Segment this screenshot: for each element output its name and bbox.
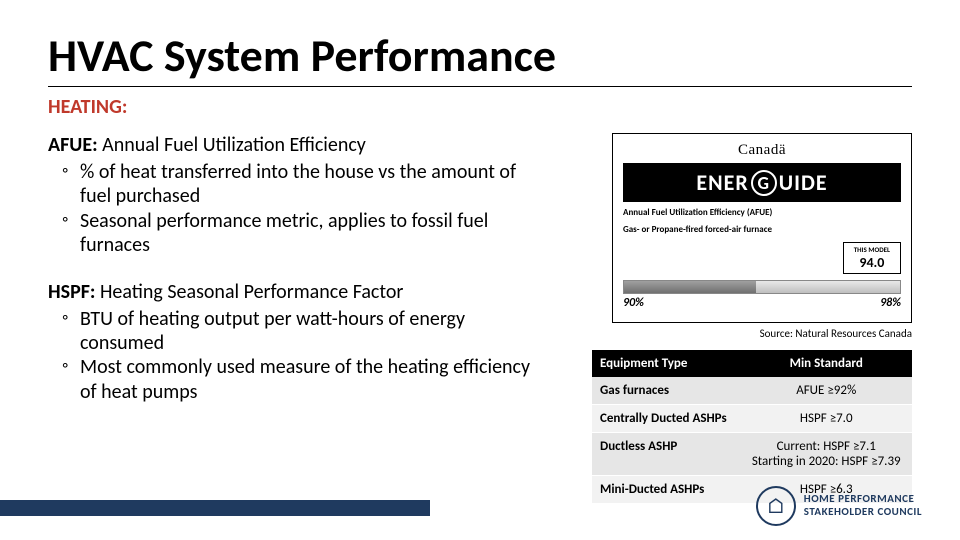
- source-text: Source: Natural Resources Canada: [612, 327, 912, 340]
- energuide-logo-right: UIDE: [779, 169, 828, 196]
- energuide-model-value: 94.0: [854, 254, 890, 271]
- footer-bar: [0, 500, 430, 516]
- afue-term-line: AFUE: Annual Fuel Utilization Efficiency: [48, 133, 548, 158]
- footer-logo-icon: ⌂: [756, 486, 796, 526]
- list-item: Seasonal performance metric, applies to …: [48, 209, 548, 258]
- table-cell: Centrally Ducted ASHPs: [592, 404, 740, 432]
- energuide-logo-g-icon: G: [751, 170, 777, 196]
- energuide-canada: Canadä: [623, 142, 901, 159]
- energuide-scale-labels: 90% 98%: [623, 296, 901, 310]
- hspf-block: HSPF: Heating Seasonal Performance Facto…: [48, 280, 548, 405]
- energuide-sub2: Gas- or Propane-fired forced-air furnace: [623, 225, 901, 236]
- left-column: AFUE: Annual Fuel Utilization Efficiency…: [48, 133, 548, 504]
- table-cell: Ductless ASHP: [592, 432, 740, 475]
- table-cell: HSPF ≥7.0: [740, 404, 912, 432]
- afue-def: Annual Fuel Utilization Efficiency: [102, 133, 366, 157]
- list-item: % of heat transferred into the house vs …: [48, 160, 548, 209]
- afue-block: AFUE: Annual Fuel Utilization Efficiency…: [48, 133, 548, 258]
- table-header-equipment: Equipment Type: [592, 350, 740, 377]
- energuide-scale-low: 90%: [623, 296, 644, 310]
- table-cell: Mini-Ducted ASHPs: [592, 475, 740, 503]
- hspf-term: HSPF:: [48, 280, 95, 304]
- afue-term: AFUE:: [48, 133, 98, 157]
- energuide-model-label: THIS MODEL: [854, 245, 890, 254]
- table-header-standard: Min Standard: [740, 350, 912, 377]
- energuide-sub1: Annual Fuel Utilization Efficiency (AFUE…: [623, 208, 901, 219]
- page-title: HVAC System Performance: [48, 28, 912, 87]
- footer-logo-text: HOME PERFORMANCE STAKEHOLDER COUNCIL: [804, 493, 922, 518]
- hspf-def: Heating Seasonal Performance Factor: [100, 280, 403, 304]
- list-item: Most commonly used measure of the heatin…: [48, 355, 548, 404]
- table-cell: Gas furnaces: [592, 377, 740, 405]
- list-item: BTU of heating output per watt-hours of …: [48, 307, 548, 356]
- energuide-scale-indicator: [624, 281, 756, 293]
- energuide-logo: ENER G UIDE: [623, 163, 901, 202]
- energuide-label: Canadä ENER G UIDE Annual Fuel Utilizati…: [612, 133, 912, 323]
- afue-bullets: % of heat transferred into the house vs …: [48, 160, 548, 258]
- table-cell: Current: HSPF ≥7.1 Starting in 2020: HSP…: [740, 432, 912, 475]
- min-standard-table: Equipment Type Min Standard Gas furnaces…: [592, 350, 912, 504]
- table-cell: AFUE ≥92%: [740, 377, 912, 405]
- energuide-logo-left: ENER: [696, 169, 748, 196]
- table-row: Gas furnaces AFUE ≥92%: [592, 377, 912, 405]
- section-heading: HEATING:: [48, 95, 912, 119]
- hspf-bullets: BTU of heating output per watt-hours of …: [48, 307, 548, 405]
- footer-logo-line2: STAKEHOLDER COUNCIL: [804, 506, 922, 519]
- energuide-model-box: THIS MODEL 94.0: [843, 242, 901, 274]
- hspf-term-line: HSPF: Heating Seasonal Performance Facto…: [48, 280, 548, 305]
- energuide-scale-bar: [623, 280, 901, 294]
- table-row: Centrally Ducted ASHPs HSPF ≥7.0: [592, 404, 912, 432]
- footer-logo: ⌂ HOME PERFORMANCE STAKEHOLDER COUNCIL: [756, 486, 922, 526]
- table-row: Ductless ASHP Current: HSPF ≥7.1 Startin…: [592, 432, 912, 475]
- right-column: Canadä ENER G UIDE Annual Fuel Utilizati…: [572, 133, 912, 504]
- energuide-scale-high: 98%: [880, 296, 901, 310]
- house-icon: ⌂: [766, 495, 785, 517]
